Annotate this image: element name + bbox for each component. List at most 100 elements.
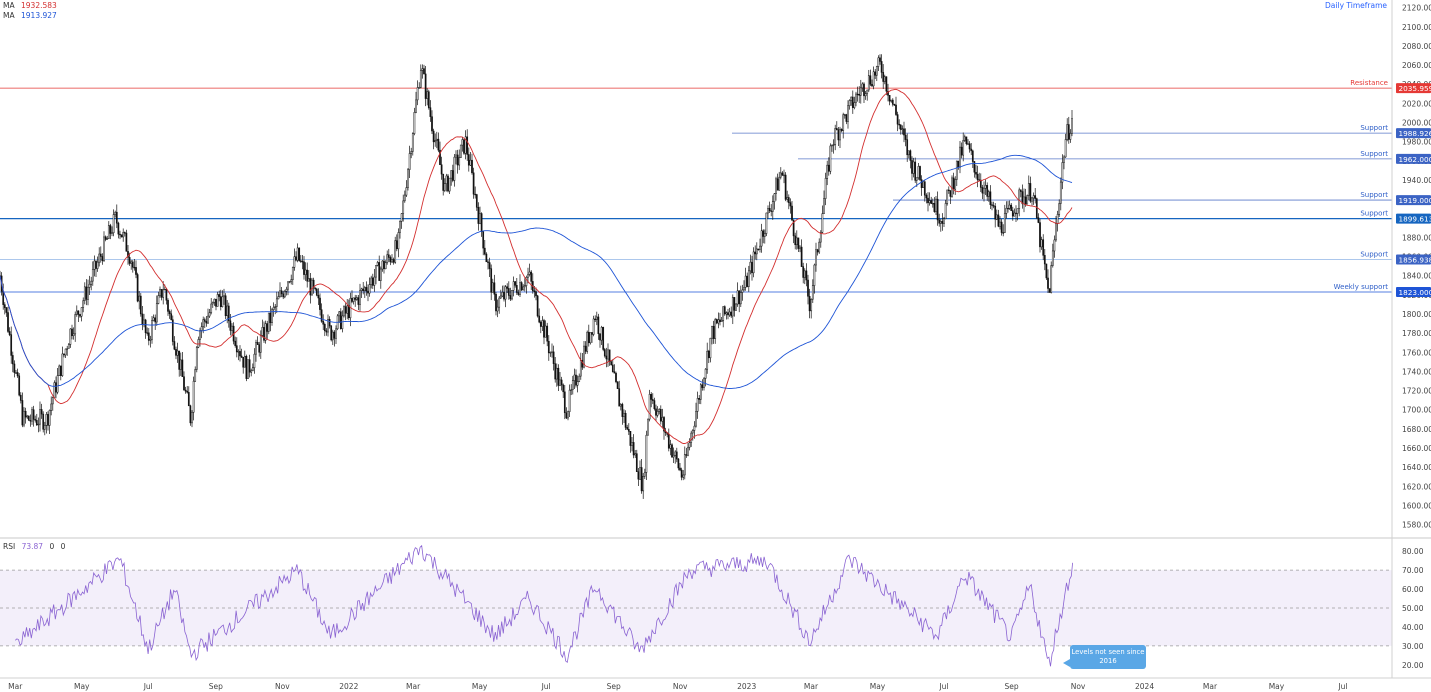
candle-body (767, 208, 769, 214)
ma2-value: 1913.927 (21, 11, 57, 20)
candle-body (443, 183, 446, 191)
time-tick-label: 2023 (737, 682, 756, 691)
candle-body (816, 249, 819, 253)
candle-body (463, 139, 465, 154)
price-badge (1396, 83, 1431, 94)
candle-body (293, 256, 296, 268)
rsi-tick-label: 80.00 (1402, 547, 1424, 556)
time-tick-label: Jul (1337, 682, 1347, 691)
candle-body (344, 306, 347, 314)
candle-body (855, 93, 857, 103)
candle-body (1032, 195, 1035, 199)
candle-body (939, 221, 942, 224)
candle-body (467, 154, 470, 166)
candle-body (119, 233, 121, 236)
candle-body (29, 420, 32, 422)
candle-body (746, 275, 749, 287)
candle-body (95, 260, 97, 269)
candle-body (127, 251, 129, 258)
candle-body (699, 384, 702, 400)
candle-body (773, 193, 776, 202)
candle-body (173, 341, 176, 350)
candle-body (763, 233, 766, 237)
candle-body (304, 269, 307, 275)
candle-body (648, 394, 651, 420)
rsi-band-layer (0, 569, 1392, 647)
candle-body (570, 389, 573, 391)
candle-body (573, 374, 576, 381)
candle-body (200, 326, 203, 331)
candle-body (429, 107, 432, 117)
candle-body (1055, 223, 1057, 241)
candle-body (1067, 124, 1070, 140)
candle-body (66, 348, 69, 350)
candle-body (307, 278, 310, 282)
candle-body (258, 344, 261, 353)
candle-body (27, 415, 30, 421)
candle-body (34, 419, 37, 421)
candle-body (331, 331, 334, 341)
level-lines: Resistance Support Support Support Support Su… (0, 79, 1392, 293)
candle-body (403, 194, 406, 202)
candle-body (808, 296, 811, 312)
rsi-label: RSI (3, 542, 16, 551)
candle-body (491, 282, 494, 293)
candle-body (936, 198, 939, 221)
candle-body (213, 298, 216, 303)
candle-body (83, 286, 86, 301)
candle-body (455, 154, 457, 158)
candle-body (778, 176, 781, 191)
price-badge (1396, 254, 1431, 265)
candle-body (407, 169, 409, 188)
candle-body (216, 294, 219, 307)
candle-body (298, 247, 301, 261)
time-tick-label: Mar (1203, 682, 1218, 691)
candle-body (979, 179, 982, 188)
candle-body (42, 413, 45, 430)
candle-body (858, 94, 861, 96)
candle-body (192, 380, 195, 413)
candle-body (61, 353, 64, 376)
candle-body (199, 330, 201, 340)
candle-body (813, 264, 816, 286)
candle-body (754, 251, 757, 255)
candle-body (306, 269, 309, 282)
candle-body (90, 280, 93, 285)
candle-body (1005, 207, 1008, 214)
candle-body (635, 453, 638, 472)
level-label: Weekly support (1334, 283, 1389, 291)
candle-body (107, 225, 110, 239)
candle-body (55, 382, 57, 393)
candle-body (565, 412, 568, 419)
candle-body (120, 234, 123, 238)
candle-body (671, 444, 673, 458)
candle-body (103, 236, 105, 261)
candle-body (151, 320, 153, 340)
candle-body (827, 164, 830, 172)
candle-body (240, 355, 243, 358)
candle-body (800, 246, 803, 267)
candle-body (739, 292, 742, 305)
candle-body (389, 257, 392, 263)
candle-body (477, 207, 480, 224)
candle-body (642, 476, 645, 492)
candle-body (471, 159, 473, 174)
candle-body (807, 279, 809, 297)
candle-body (1019, 189, 1022, 192)
candle-body (1008, 204, 1011, 209)
candle-body (802, 266, 805, 278)
candle-body (669, 444, 672, 449)
candle-body (19, 394, 22, 401)
candle-body (347, 305, 350, 319)
rsi-param-2: 0 (60, 542, 66, 551)
price-tick-label: 1740.000 (1402, 367, 1431, 376)
price-tick-label: 1660.000 (1402, 444, 1431, 453)
candle-body (197, 339, 200, 348)
candle-body (618, 388, 621, 407)
candle-body (461, 139, 464, 146)
ma1-label: MA (3, 1, 15, 10)
candle-body (874, 71, 877, 76)
candle-body (690, 432, 693, 443)
candle-body (704, 368, 707, 379)
candle-body (296, 247, 299, 261)
